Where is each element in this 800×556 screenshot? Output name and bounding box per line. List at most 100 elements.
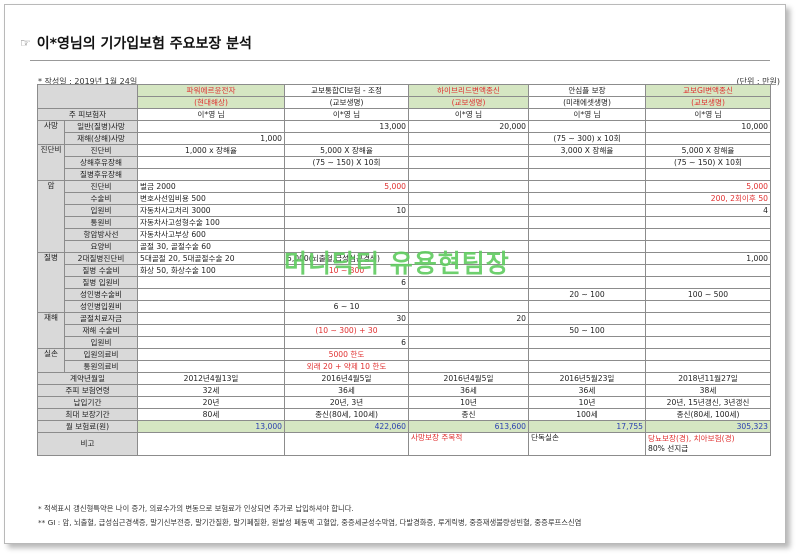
cell xyxy=(528,336,646,349)
cell xyxy=(284,168,409,181)
col-header-5-company: (교보생명) xyxy=(645,96,771,109)
cell: 종신(80세, 100세) xyxy=(284,408,409,421)
cell: 종신(80세, 100세) xyxy=(645,408,771,421)
cell: 5,000 X 장해율 xyxy=(284,144,409,157)
cell xyxy=(408,216,529,229)
row-label-accident-surgery: 재해 수술비 xyxy=(64,324,138,337)
cell-remarks-5: 당뇨보장(경), 치아보험(경) 80% 선지급 xyxy=(645,432,771,456)
cell: 13,000 xyxy=(284,120,409,133)
table-row: 입원비 자동차사고처리 3000 10 4 xyxy=(38,204,771,217)
cell xyxy=(645,348,771,361)
row-label-adult-disease-hospital: 성인병입원비 xyxy=(64,300,138,313)
cell: 20년 xyxy=(137,396,285,409)
cell xyxy=(528,204,646,217)
cell xyxy=(645,240,771,253)
cell xyxy=(408,348,529,361)
row-label-diagnosis: 진단비 xyxy=(64,144,138,157)
col-header-2-company: (교보생명) xyxy=(284,96,409,109)
cell: 10년 xyxy=(408,396,529,409)
cell: 자동차사고성형수술 100 xyxy=(137,216,285,229)
cell-premium: 13,000 xyxy=(137,420,285,433)
cell: 단독실손 xyxy=(528,432,646,456)
table-row: 납입기간 20년 20년, 3년 10년 10년 20년, 15년갱신, 3년갱… xyxy=(37,396,771,409)
cell: 2016년4월5일 xyxy=(408,372,529,385)
cell xyxy=(408,144,529,157)
row-label-accident-death: 재해(상해)사망 xyxy=(64,132,138,145)
cell: 5,000 X 장해율 xyxy=(645,144,771,157)
cell xyxy=(137,312,285,325)
cell: 36세 xyxy=(408,384,529,397)
remark-line: 당뇨보장(경), 치아보험(경) xyxy=(648,434,735,443)
cell: (75 ~ 150) X 10회 xyxy=(284,156,409,169)
cell xyxy=(137,120,285,133)
cell xyxy=(408,168,529,181)
cell xyxy=(137,156,285,169)
table-row: 계약년월일 2012년4월13일 2016년4월5일 2016년4월5일 201… xyxy=(37,372,771,385)
cell: 2016년5월23일 xyxy=(528,372,646,385)
table-row: 진단비 진단비 1,000 x 장해율 5,000 X 장해율 3,000 X … xyxy=(37,144,771,181)
col-header-3-company: (교보생명) xyxy=(408,96,529,109)
cell: 2016년4월5일 xyxy=(284,372,409,385)
row-label-cancer-surgery: 수술비 xyxy=(64,192,138,205)
pointing-hand-icon: ☞ xyxy=(20,36,31,50)
cell: 2018년11월27일 xyxy=(645,372,771,385)
cell-insured-4: 이*영 님 xyxy=(528,108,646,121)
col-header-4-name: 안심플 보장 xyxy=(528,84,646,97)
cell: 20년, 15년갱신, 3년갱신 xyxy=(645,396,771,409)
row-label-age: 주피 보험연령 xyxy=(37,384,138,397)
table-row: 사망 일반(질병)사망 13,000 20,000 10,000 xyxy=(37,120,771,145)
table-row: 수술비 변호사선임비용 500 200, 2회이후 50 xyxy=(38,192,771,205)
row-label-fracture: 골절치료자금 xyxy=(64,312,138,325)
row-label-remarks: 비고 xyxy=(37,432,138,456)
cell xyxy=(645,168,771,181)
category-cancer: 암 xyxy=(37,180,65,253)
cell xyxy=(528,276,646,289)
row-label-injury-disability: 상해후유장해 xyxy=(64,156,138,169)
cell-premium: 17,755 xyxy=(528,420,646,433)
row-label-monthly-premium: 월 보험료(원) xyxy=(37,420,138,433)
header-corner xyxy=(37,84,138,109)
col-header-3-name: 하이브리드변액종신 xyxy=(408,84,529,97)
cell: 5대골절 20, 5대골절수술 20 xyxy=(137,252,285,265)
cell xyxy=(137,300,285,313)
cell: 3,000 X 장해율 xyxy=(528,144,646,157)
coverage-table: 파워에르윤전자 교보통합CI보험 - 조정 하이브리드변액종신 안심플 보장 교… xyxy=(37,84,771,456)
cell xyxy=(137,168,285,181)
cell-premium: 305,323 xyxy=(645,420,771,433)
cell xyxy=(528,120,646,133)
cell xyxy=(528,192,646,205)
row-label-contract-date: 계약년월일 xyxy=(37,372,138,385)
cell: 자동차사고처리 3000 xyxy=(137,204,285,217)
header-row: 파워에르윤전자 교보통합CI보험 - 조정 하이브리드변액종신 안심플 보장 교… xyxy=(37,84,771,109)
cell: 32세 xyxy=(137,384,285,397)
footnote-1: * 적색표시 갱신형특약은 나이 증가, 의료수가의 변동으로 보험료가 인상되… xyxy=(38,504,354,513)
cell: (10 ~ 300) + 30 xyxy=(284,324,409,337)
cell xyxy=(528,156,646,169)
row-label-2-major-diseases: 2대질병진단비 xyxy=(64,252,138,265)
cell: 6 xyxy=(284,336,409,349)
cell: 20 xyxy=(408,312,529,325)
cell: 6 ~ 10 xyxy=(284,300,409,313)
cell: 외래 20 + 약제 10 한도 xyxy=(284,360,409,373)
cell xyxy=(408,204,529,217)
table-row: 실손 입원의료비 5000 한도 xyxy=(37,348,771,373)
cell xyxy=(528,300,646,313)
cell: 자동차사고부상 600 xyxy=(137,228,285,241)
cell xyxy=(408,360,529,373)
cell xyxy=(408,288,529,301)
table-row: 항암방사선 자동차사고부상 600 xyxy=(38,228,771,241)
cell xyxy=(645,216,771,229)
table-row: 상해후유장해 (75 ~ 150) X 10회 (75 ~ 150) X 10회 xyxy=(38,156,771,169)
remark-line: 80% 선지급 xyxy=(648,444,689,453)
cell-insured-5: 이*영 님 xyxy=(645,108,771,121)
row-label-accident-hospital: 입원비 xyxy=(64,336,138,349)
cell xyxy=(137,276,285,289)
row-label-cancer-hospital: 입원비 xyxy=(64,204,138,217)
cell: 골절 30, 골절수술 60 xyxy=(137,240,285,253)
cell: 20년, 3년 xyxy=(284,396,409,409)
table-row: 재해 수술비 (10 ~ 300) + 30 50 ~ 100 xyxy=(38,324,771,337)
row-label-cancer-outpatient: 통원비 xyxy=(64,216,138,229)
cell: 20,000 xyxy=(408,120,529,133)
col-header-1-company: (현대해상) xyxy=(137,96,285,109)
table-row: 통원비 자동차사고성형수술 100 xyxy=(38,216,771,229)
